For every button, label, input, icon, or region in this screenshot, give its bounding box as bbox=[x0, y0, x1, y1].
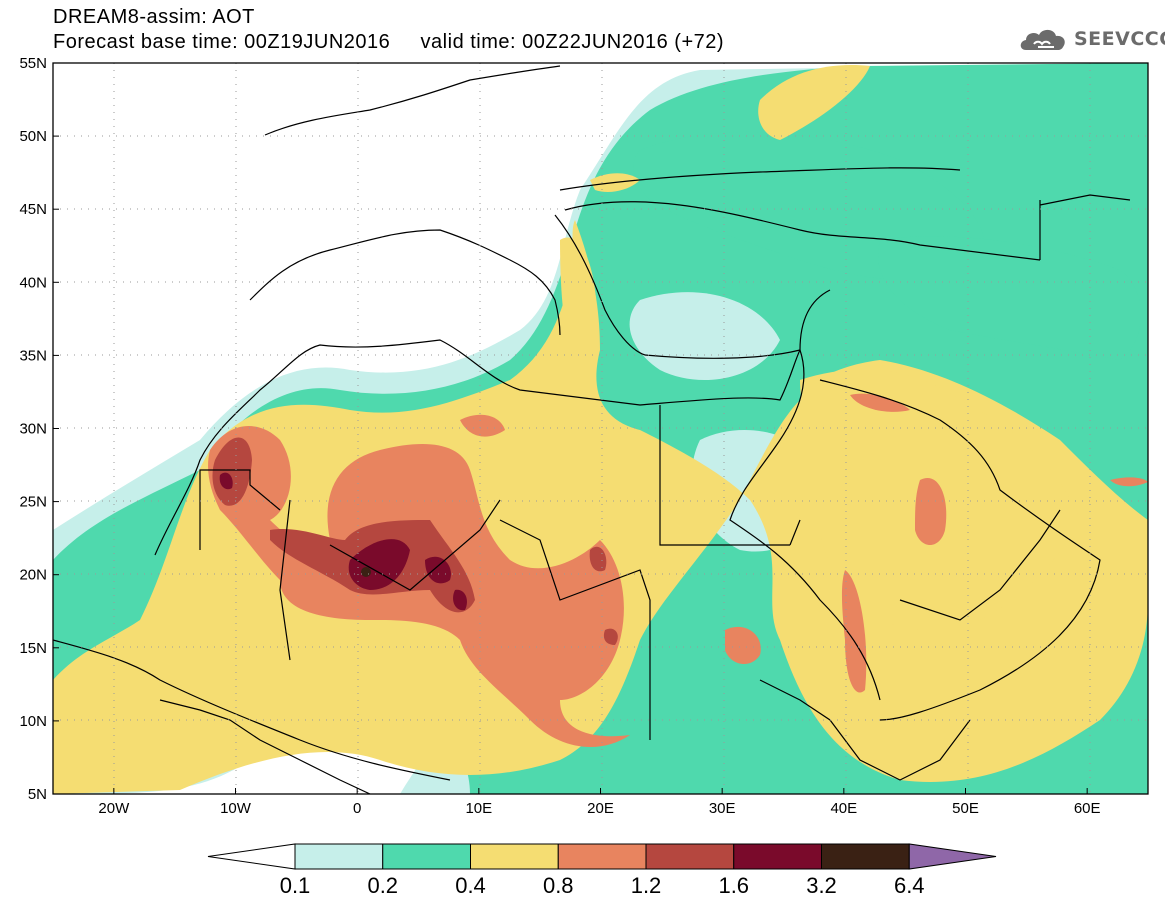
lat-tick-label: 20N bbox=[19, 567, 47, 584]
cloud-icon bbox=[1020, 29, 1065, 50]
colorbar-cell bbox=[382, 843, 471, 870]
aot-band-0.4-0.8 bbox=[53, 65, 1148, 794]
lon-tick-label: 20E bbox=[587, 800, 614, 817]
lat-tick-label: 45N bbox=[19, 201, 47, 218]
title-line-2: Forecast base time: 00Z19JUN2016 valid t… bbox=[53, 31, 725, 53]
colorbar-cell bbox=[645, 843, 735, 870]
colorbar-cell bbox=[557, 843, 647, 870]
aot-band-1.6-3.2 bbox=[219, 472, 467, 611]
colorbar-cell bbox=[733, 843, 822, 870]
lat-tick-label: 15N bbox=[19, 640, 47, 657]
lon-tick-label: 0 bbox=[353, 800, 361, 817]
colorbar-cell bbox=[294, 843, 384, 870]
lon-tick-label: 40E bbox=[830, 800, 857, 817]
lon-tick-label: 20W bbox=[98, 800, 130, 817]
colorbar-label: 6.4 bbox=[894, 873, 925, 898]
logo-text: SEEVCCC bbox=[1074, 28, 1165, 50]
aot-field bbox=[53, 63, 1148, 794]
lat-tick-label: 25N bbox=[19, 494, 47, 511]
gridlines bbox=[53, 63, 1148, 794]
lon-tick-label: 60E bbox=[1074, 800, 1101, 817]
colorbar-cell bbox=[470, 843, 559, 870]
lat-tick-label: 5N bbox=[28, 786, 47, 803]
colorbar-cells bbox=[207, 843, 997, 870]
colorbar-label: 0.8 bbox=[543, 873, 574, 898]
lon-tick-label: 50E bbox=[952, 800, 979, 817]
lat-tick-label: 40N bbox=[19, 274, 47, 291]
colorbar-label: 0.2 bbox=[367, 873, 398, 898]
latitude-ticks: 55N 50N 45N 40N 35N 30N 25N 20N 15N 10N 5N bbox=[19, 55, 59, 803]
lat-tick-label: 30N bbox=[19, 421, 47, 438]
coastlines-borders bbox=[53, 65, 1131, 794]
colorbar-label: 0.4 bbox=[455, 873, 486, 898]
colorbar-label: 1.6 bbox=[718, 873, 749, 898]
colorbar-cell-max bbox=[908, 843, 997, 870]
lon-tick-label: 10W bbox=[220, 800, 252, 817]
colorbar-cell-min bbox=[207, 843, 296, 870]
title-line-1: DREAM8-assim: AOT bbox=[53, 6, 255, 28]
colorbar-cell bbox=[821, 843, 910, 870]
longitude-ticks: 20W 10W 0 10E 20E 30E 40E 50E 60E bbox=[98, 788, 1101, 817]
colorbar-label: 3.2 bbox=[806, 873, 837, 898]
colorbar-label: 1.2 bbox=[631, 873, 662, 898]
colorbar-labels: 0.1 0.2 0.4 0.8 1.2 1.6 3.2 6.4 bbox=[280, 873, 925, 898]
lon-tick-label: 10E bbox=[465, 800, 492, 817]
colorbar-label: 0.1 bbox=[280, 873, 311, 898]
lat-tick-label: 50N bbox=[19, 128, 47, 145]
seevccc-logo: SEEVCCC bbox=[1018, 24, 1165, 54]
lat-tick-label: 55N bbox=[19, 55, 47, 72]
lon-tick-label: 30E bbox=[709, 800, 736, 817]
lat-tick-label: 10N bbox=[19, 713, 47, 730]
lat-tick-label: 35N bbox=[19, 347, 47, 364]
